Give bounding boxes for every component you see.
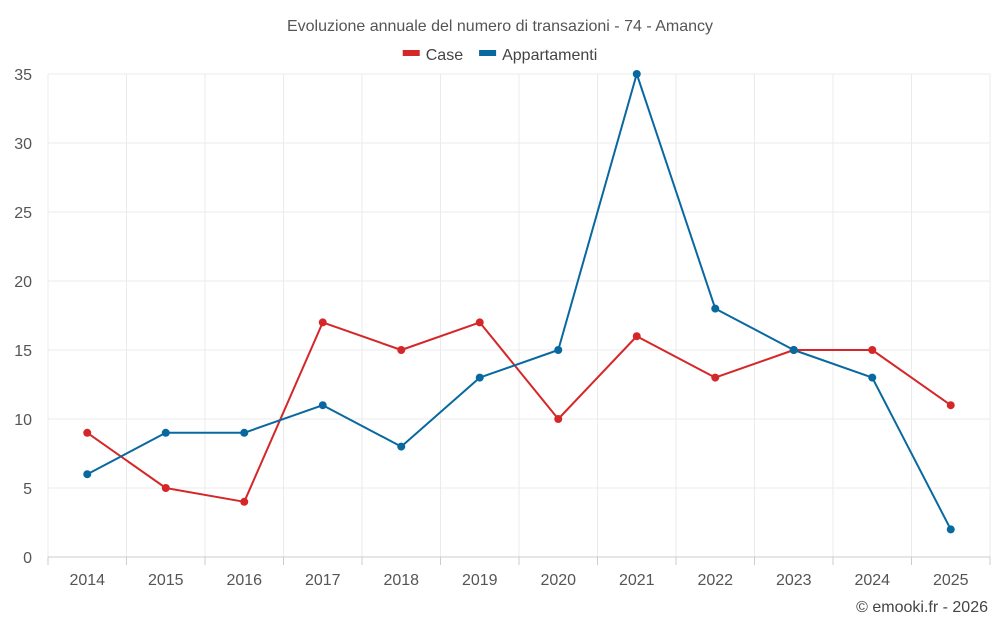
- x-tick-label: 2014: [69, 572, 105, 589]
- series-line: [86, 73, 952, 530]
- series-line: [86, 321, 952, 503]
- data-point[interactable]: [789, 346, 798, 354]
- grid: [47, 73, 991, 565]
- data-point[interactable]: [946, 525, 955, 534]
- data-point[interactable]: [240, 497, 249, 506]
- x-tick-label: 2023: [776, 572, 812, 589]
- data-point[interactable]: [711, 304, 720, 313]
- data-point[interactable]: [397, 346, 406, 354]
- legend-label: Case: [426, 47, 463, 64]
- y-tick-label: 25: [14, 205, 32, 222]
- credit: © emooki.fr - 2026: [856, 599, 988, 616]
- x-tick-label: 2019: [462, 572, 498, 589]
- x-tick-label: 2024: [854, 572, 890, 589]
- data-point[interactable]: [711, 373, 720, 382]
- y-tick-label: 20: [14, 274, 32, 291]
- data-point[interactable]: [475, 318, 484, 327]
- data-point[interactable]: [397, 442, 406, 451]
- x-tick-label: 2015: [148, 572, 184, 589]
- x-tick-label: 2022: [697, 572, 733, 589]
- data-point[interactable]: [83, 470, 92, 479]
- x-tick-label: 2017: [305, 572, 341, 589]
- data-point[interactable]: [475, 373, 484, 382]
- y-tick-label: 10: [14, 412, 32, 429]
- data-point[interactable]: [554, 346, 563, 354]
- data-point[interactable]: [868, 373, 877, 382]
- legend-item-case[interactable]: Case: [402, 47, 463, 64]
- legend-swatch: [479, 50, 497, 56]
- x-tick-label: 2020: [540, 572, 576, 589]
- series-layer: [83, 70, 955, 534]
- x-tick-label: 2025: [933, 572, 969, 589]
- legend: Case Appartamenti: [402, 47, 597, 64]
- legend-label: Appartamenti: [502, 47, 597, 64]
- data-point[interactable]: [161, 484, 170, 492]
- data-point[interactable]: [868, 346, 877, 354]
- data-point[interactable]: [554, 415, 563, 423]
- x-tick-label: 2018: [383, 572, 419, 589]
- data-point[interactable]: [83, 428, 92, 437]
- y-tick-label: 35: [14, 67, 32, 84]
- data-point[interactable]: [946, 401, 955, 410]
- x-tick-label: 2016: [226, 572, 262, 589]
- y-tick-label: 15: [14, 343, 32, 360]
- data-point[interactable]: [318, 401, 327, 410]
- y-tick-label: 30: [14, 136, 32, 153]
- chart-title: Evoluzione annuale del numero di transaz…: [287, 18, 713, 35]
- legend-swatch: [402, 50, 420, 56]
- y-tick-label: 5: [23, 481, 32, 498]
- data-point[interactable]: [318, 318, 327, 327]
- x-tick-label: 2021: [619, 572, 655, 589]
- data-point[interactable]: [632, 70, 641, 78]
- y-tick-label: 0: [23, 550, 32, 567]
- x-axis: 2014 2015 2016 2017 2018 2019 2020 2021 2022 2023…: [69, 572, 968, 589]
- data-point[interactable]: [632, 332, 641, 341]
- series-appartamenti: [83, 70, 955, 534]
- legend-item-appartamenti[interactable]: Appartamenti: [479, 47, 597, 64]
- y-axis: 0 5 10 15 20 25 30 35: [14, 67, 32, 567]
- data-point[interactable]: [161, 428, 170, 437]
- data-point[interactable]: [240, 428, 249, 437]
